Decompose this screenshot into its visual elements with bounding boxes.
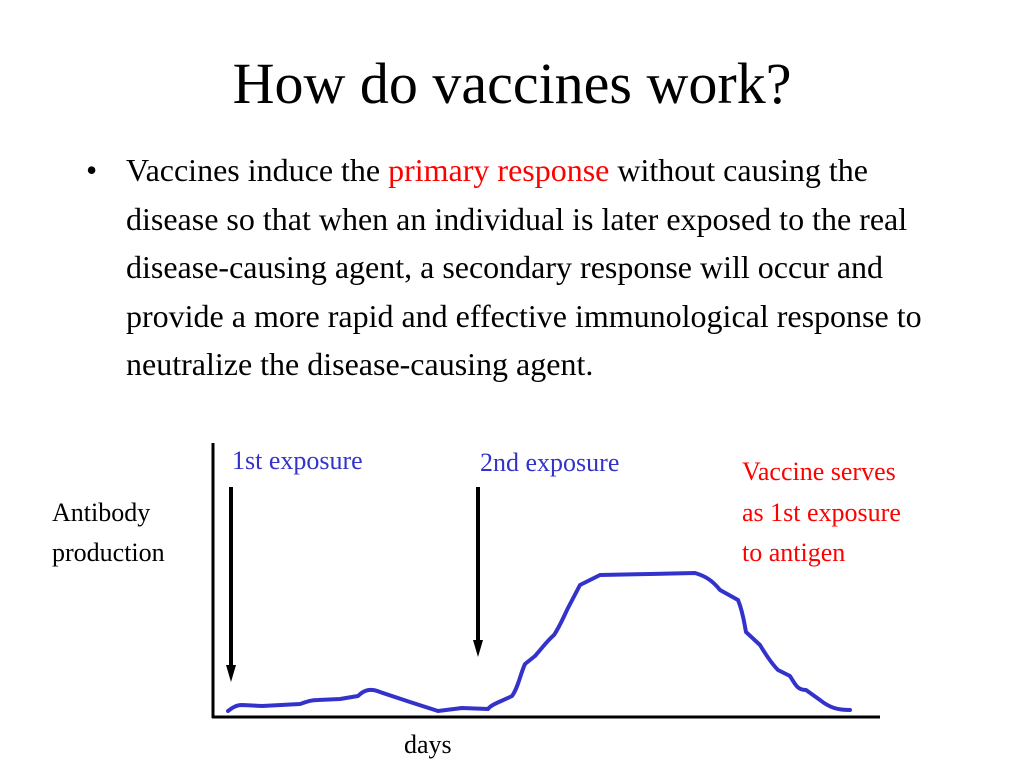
vaccine-note: Vaccine serves as 1st exposure to antige… [742, 452, 982, 574]
second-exposure-label: 2nd exposure [480, 448, 620, 477]
antibody-curve [226, 571, 852, 713]
y-axis-label: Antibody production [52, 493, 165, 573]
y-axis-label-line2: production [52, 538, 165, 567]
first-exposure-arrowhead [226, 665, 236, 682]
bullet-text-end: without causing the disease so that when… [126, 152, 922, 382]
y-axis-label-line1: Antibody [52, 498, 151, 527]
vaccine-note-line1: Vaccine serves [742, 457, 896, 486]
bullet-text: Vaccines induce the primary response wit… [126, 146, 946, 389]
bullet-text-start: Vaccines induce the [126, 152, 389, 188]
primary-response-highlight: primary response [388, 152, 610, 188]
second-exposure-arrowhead [473, 640, 483, 657]
first-exposure-label: 1st exposure [232, 446, 363, 475]
vaccine-note-line3: to antigen [742, 538, 846, 567]
slide-title: How do vaccines work? [232, 51, 792, 116]
bullet-marker: • [86, 152, 98, 188]
x-axis-label: days [404, 730, 452, 759]
vaccine-note-line2: as 1st exposure [742, 497, 901, 527]
